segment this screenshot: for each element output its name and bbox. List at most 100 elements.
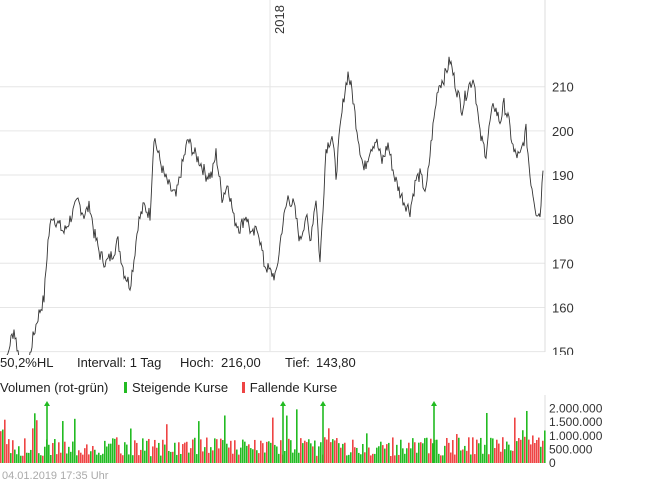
volume-bar xyxy=(238,454,240,463)
volume-bar xyxy=(474,454,476,463)
volume-bar xyxy=(146,440,148,463)
volume-bar xyxy=(262,443,264,463)
volume-bar xyxy=(478,443,480,463)
volume-bar xyxy=(432,443,434,463)
volume-bar xyxy=(346,455,348,463)
volume-bar xyxy=(364,452,366,463)
volume-bar xyxy=(308,439,310,463)
volume-bar xyxy=(78,450,80,463)
volume-bar xyxy=(256,450,258,463)
volume-bar xyxy=(536,439,538,463)
volume-bar xyxy=(272,417,274,463)
volume-bar xyxy=(104,440,106,463)
volume-bar xyxy=(490,437,492,463)
volume-bar xyxy=(408,442,410,463)
volume-bar xyxy=(376,447,378,463)
volume-bar xyxy=(340,447,342,463)
volume-bar xyxy=(60,452,62,463)
volume-bar xyxy=(402,448,404,463)
volume-bar xyxy=(98,452,100,463)
volume-bar xyxy=(10,453,12,463)
volume-bar xyxy=(310,443,312,463)
volume-bar xyxy=(386,444,388,463)
volume-bar xyxy=(276,446,278,463)
falling-legend-item: Fallende Kurse xyxy=(241,380,337,395)
volume-bar xyxy=(148,438,150,463)
volume-bar xyxy=(448,442,450,463)
volume-bar xyxy=(270,442,272,463)
volume-bar xyxy=(226,443,228,463)
volume-bar xyxy=(454,454,456,463)
volume-bar xyxy=(116,437,118,463)
price-chart: 150 160 170 180 190 200 210 2018 xyxy=(0,0,574,355)
volume-bar xyxy=(280,440,282,463)
volume-bar xyxy=(76,455,78,463)
volume-bar xyxy=(232,453,234,463)
volume-bar xyxy=(58,442,60,463)
volume-bar xyxy=(520,439,522,463)
volume-bar xyxy=(366,433,368,463)
volume-bar xyxy=(394,455,396,463)
volume-bar xyxy=(110,443,112,463)
volume-bar xyxy=(188,452,190,463)
volume-bar xyxy=(30,449,32,463)
volume-bar xyxy=(32,428,34,463)
volume-bar xyxy=(12,440,14,463)
volume-bar xyxy=(464,445,466,463)
volume-bar xyxy=(436,439,438,463)
volume-bar xyxy=(102,453,104,463)
volume-bar xyxy=(298,452,300,463)
volume-bar xyxy=(522,430,524,463)
volume-bar xyxy=(50,454,52,463)
volume-bar xyxy=(214,438,216,463)
volume-bar xyxy=(120,453,122,463)
volume-bar xyxy=(352,439,354,463)
volume-bar xyxy=(52,443,54,463)
volume-bar xyxy=(240,447,242,463)
volume-bar xyxy=(64,441,66,463)
volume-bar xyxy=(90,451,92,463)
volume-bar xyxy=(410,448,412,463)
volume-bar xyxy=(184,442,186,463)
volume-bar xyxy=(500,451,502,463)
volume-bar xyxy=(118,444,120,463)
volume-bar xyxy=(532,435,534,463)
rising-legend-item: Steigende Kurse xyxy=(124,380,228,395)
volume-bar xyxy=(326,439,328,463)
volume-bar xyxy=(370,455,372,463)
volume-bar xyxy=(82,454,84,463)
volume-bar xyxy=(190,448,192,463)
volume-overflow-marker xyxy=(431,401,437,406)
volume-bar xyxy=(466,450,468,463)
volume-bar xyxy=(358,452,360,463)
volume-bar xyxy=(92,445,94,463)
volume-bar xyxy=(300,438,302,463)
volume-bar xyxy=(342,443,344,463)
volume-bar xyxy=(250,448,252,463)
volume-bar xyxy=(266,441,268,463)
volume-bar xyxy=(166,424,168,463)
volume-bar xyxy=(108,443,110,463)
volume-bar xyxy=(228,447,230,463)
volume-bar xyxy=(516,441,518,463)
volume-bar xyxy=(176,454,178,463)
volume-bar xyxy=(258,453,260,463)
volume-bar xyxy=(208,452,210,463)
volume-bar xyxy=(130,428,132,463)
volume-bar xyxy=(544,430,546,463)
volume-bar xyxy=(260,440,262,463)
volume-bar xyxy=(194,437,196,463)
volume-bar xyxy=(218,448,220,463)
volume-bar xyxy=(468,437,470,463)
volume-bar xyxy=(34,413,36,463)
volume-bar xyxy=(348,454,350,463)
volume-tick-label: 1.500.000 xyxy=(549,415,603,429)
low-value: 143,80 xyxy=(316,355,356,370)
volume-bar xyxy=(320,442,322,463)
volume-bar xyxy=(62,421,64,463)
volume-bar xyxy=(312,446,314,463)
volume-bar xyxy=(502,437,504,463)
volume-bar xyxy=(200,439,202,463)
volume-bar xyxy=(202,451,204,463)
volume-bar xyxy=(418,442,420,463)
